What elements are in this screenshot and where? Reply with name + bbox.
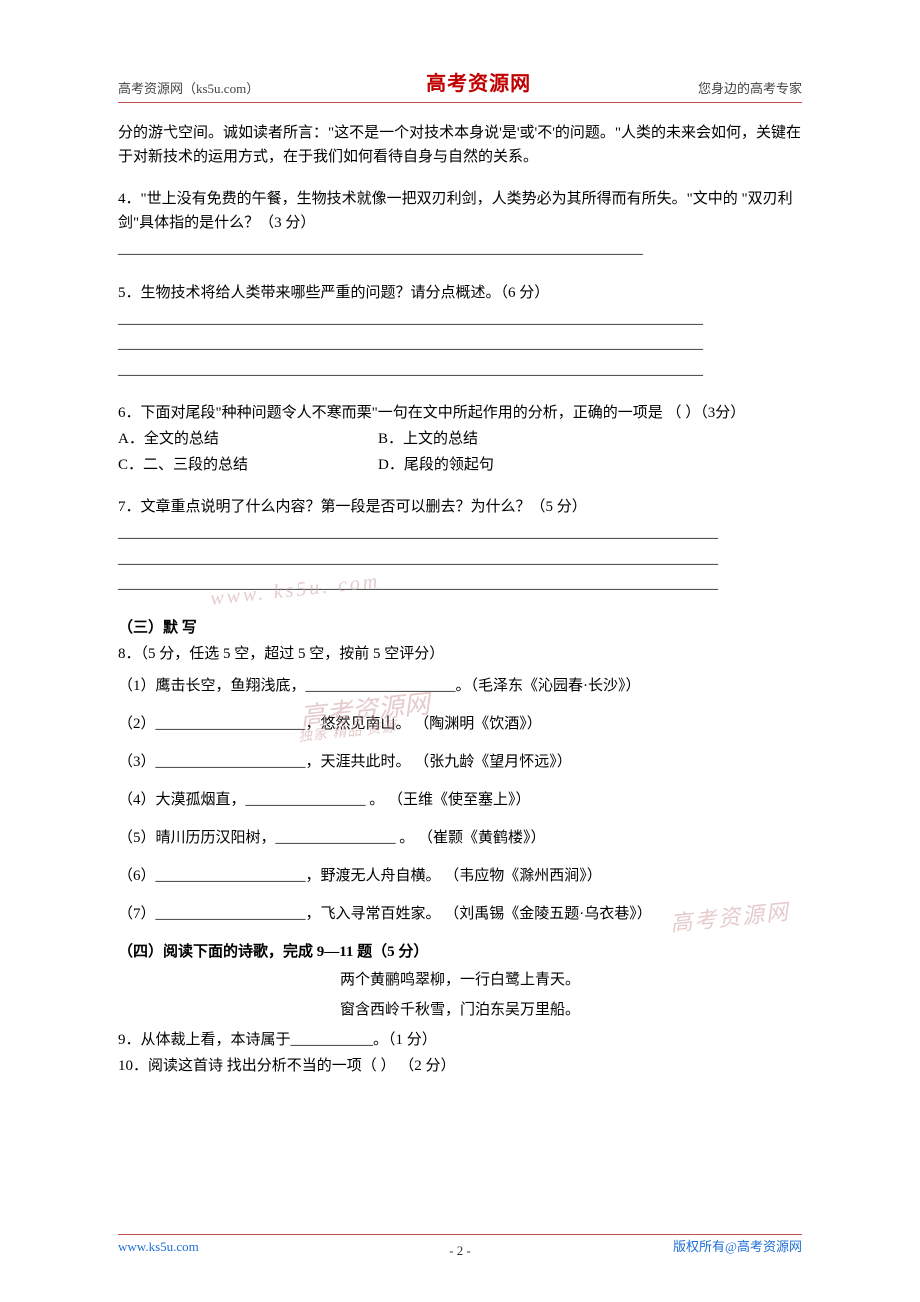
question-10-text: 10．阅读这首诗 找出分析不当的一项（ ） （2 分）	[118, 1054, 802, 1078]
question-4-text: 4．"世上没有免费的午餐，生物技术就像一把双刃利剑，人类势必为其所得而有所失。"…	[118, 187, 802, 235]
answer-blank: ________________________________________…	[118, 358, 802, 384]
section-3-intro: 8．（5 分，任选 5 空，超过 5 空，按前 5 空评分）	[118, 642, 802, 666]
page-number: - 2 -	[449, 1241, 471, 1262]
section-4: （四）阅读下面的诗歌，完成 9—11 题（5 分） 两个黄鹂鸣翠柳，一行白鹭上青…	[118, 940, 802, 1078]
options-row-1: A．全文的总结 B．上文的总结	[118, 427, 802, 451]
option-b[interactable]: B．上文的总结	[378, 427, 802, 451]
answer-blank: ________________________________________…	[118, 547, 802, 573]
page-container: 高考资源网（ks5u.com） 高考资源网 您身边的高考专家 分的游弋空间。诚如…	[0, 0, 920, 1120]
fill-item-6: （6）____________________，野渡无人舟自横。 （韦应物《滁州…	[118, 864, 802, 888]
question-4: 4．"世上没有免费的午餐，生物技术就像一把双刃利剑，人类势必为其所得而有所失。"…	[118, 187, 802, 263]
question-5: 5．生物技术将给人类带来哪些严重的问题？请分点概述。（6 分） ________…	[118, 281, 802, 384]
option-d[interactable]: D．尾段的领起句	[378, 453, 802, 477]
poem-line-2: 窗含西岭千秋雪，门泊东吴万里船。	[118, 998, 802, 1022]
fill-item-3: （3）____________________，天涯共此时。 （张九龄《望月怀远…	[118, 750, 802, 774]
question-6-text: 6．下面对尾段"种种问题令人不寒而栗"一句在文中所起作用的分析，正确的一项是 （…	[118, 401, 802, 425]
answer-blank: ________________________________________…	[118, 572, 802, 598]
question-7-text: 7．文章重点说明了什么内容？第一段是否可以删去？为什么？（5 分）	[118, 495, 802, 519]
question-9-text: 9．从体裁上看，本诗属于___________。（1 分）	[118, 1028, 802, 1052]
question-6: 6．下面对尾段"种种问题令人不寒而栗"一句在文中所起作用的分析，正确的一项是 （…	[118, 401, 802, 477]
answer-blank: ________________________________________…	[118, 237, 802, 263]
options-row-2: C．二、三段的总结 D．尾段的领起句	[118, 453, 802, 477]
header-bar: 高考资源网（ks5u.com） 高考资源网 您身边的高考专家	[118, 68, 802, 103]
footer-copyright: 版权所有@高考资源网	[673, 1237, 802, 1258]
option-c[interactable]: C．二、三段的总结	[118, 453, 378, 477]
fill-item-1: （1）鹰击长空，鱼翔浅底，____________________。（毛泽东《沁…	[118, 674, 802, 698]
option-a[interactable]: A．全文的总结	[118, 427, 378, 451]
section-3: （三）默 写 8．（5 分，任选 5 空，超过 5 空，按前 5 空评分） （1…	[118, 616, 802, 926]
answer-blank: ________________________________________…	[118, 332, 802, 358]
header-right: 您身边的高考专家	[698, 79, 802, 100]
header-logo: 高考资源网	[426, 68, 531, 100]
header-left: 高考资源网（ks5u.com）	[118, 79, 259, 100]
poem-line-1: 两个黄鹂鸣翠柳，一行白鹭上青天。	[118, 968, 802, 992]
footer-url: www.ks5u.com	[118, 1237, 199, 1258]
paragraph-continuation: 分的游弋空间。诚如读者所言："这不是一个对技术本身说'是'或'不'的问题。"人类…	[118, 121, 802, 169]
fill-item-2: （2）____________________，悠然见南山。 （陶渊明《饮酒》）	[118, 712, 802, 736]
answer-blank: ________________________________________…	[118, 521, 802, 547]
section-4-title: （四）阅读下面的诗歌，完成 9—11 题（5 分）	[118, 940, 802, 964]
fill-item-5: （5）晴川历历汉阳树，________________ 。 （崔颢《黄鹤楼》）	[118, 826, 802, 850]
fill-item-4: （4）大漠孤烟直，________________ 。 （王维《使至塞上》）	[118, 788, 802, 812]
answer-blank: ________________________________________…	[118, 307, 802, 333]
question-7: 7．文章重点说明了什么内容？第一段是否可以删去？为什么？（5 分） ______…	[118, 495, 802, 598]
question-5-text: 5．生物技术将给人类带来哪些严重的问题？请分点概述。（6 分）	[118, 281, 802, 305]
fill-item-7: （7）____________________，飞入寻常百姓家。 （刘禹锡《金陵…	[118, 902, 802, 926]
section-3-title: （三）默 写	[118, 616, 802, 640]
